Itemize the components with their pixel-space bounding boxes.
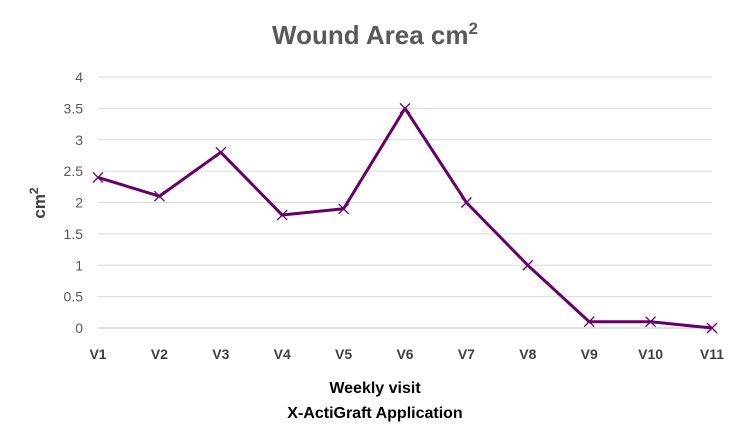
y-tick-label: 0	[75, 320, 83, 336]
x-tick-label: V5	[335, 346, 352, 362]
marker-stroke	[522, 259, 534, 271]
marker-stroke	[706, 322, 718, 334]
data-point-marker	[338, 203, 350, 215]
data-point-marker	[706, 322, 718, 334]
data-point-marker	[276, 209, 288, 221]
x-tick-label: V11	[700, 346, 724, 362]
series-layer	[92, 102, 718, 334]
data-point-marker	[215, 146, 227, 158]
data-point-marker	[460, 197, 472, 208]
x-tick-label: V8	[519, 346, 536, 362]
data-point-marker	[153, 190, 165, 202]
marker-stroke	[92, 171, 104, 183]
y-axis-ticks: 0 0.5 1 1.5 2 2.5 3 3.5 4	[64, 69, 84, 336]
x-tick-label: V6	[396, 346, 413, 362]
x-tick-label: V2	[151, 346, 168, 362]
y-tick-label: 1.5	[64, 226, 84, 242]
marker-stroke	[338, 203, 350, 215]
marker-stroke	[583, 316, 595, 328]
y-axis-title-superscript: 2	[27, 187, 41, 194]
marker-stroke	[276, 209, 288, 221]
x-axis-ticks: V1 V2 V3 V4 V5 V6 V7 V8 V9 V10 V11	[89, 346, 724, 362]
y-axis-title-text: cm	[30, 194, 49, 219]
data-point-marker	[645, 316, 657, 328]
y-tick-label: 3.5	[64, 100, 84, 116]
y-tick-label: 2	[75, 195, 83, 211]
x-tick-label: V10	[638, 346, 663, 362]
marker-stroke	[645, 316, 657, 328]
marker-stroke	[460, 197, 472, 208]
marker-stroke	[399, 102, 411, 114]
x-axis-title-line1: Weekly visit	[329, 380, 421, 397]
marker-stroke	[153, 190, 165, 202]
x-tick-label: V7	[458, 346, 475, 362]
y-tick-label: 1	[75, 257, 83, 273]
data-point-marker	[399, 102, 411, 114]
y-tick-label: 4	[75, 69, 83, 85]
x-tick-label: V9	[581, 346, 598, 362]
x-tick-label: V3	[212, 346, 229, 362]
y-axis-title: cm2	[27, 187, 49, 219]
chart-title: Wound Area cm2	[272, 19, 478, 50]
chart-title-superscript: 2	[469, 19, 478, 38]
x-tick-label: V1	[89, 346, 106, 362]
data-point-marker	[583, 316, 595, 328]
series-line	[97, 106, 713, 330]
chart-title-text: Wound Area cm	[272, 20, 468, 50]
y-tick-label: 3	[75, 132, 83, 148]
y-tick-label: 0.5	[64, 289, 84, 305]
y-tick-label: 2.5	[64, 163, 84, 179]
data-point-marker	[92, 171, 104, 183]
gridlines	[98, 76, 712, 329]
x-axis-title-line2: X-ActiGraft Application	[287, 405, 462, 422]
data-point-marker	[522, 259, 534, 271]
marker-stroke	[215, 146, 227, 158]
x-tick-label: V4	[274, 346, 291, 362]
